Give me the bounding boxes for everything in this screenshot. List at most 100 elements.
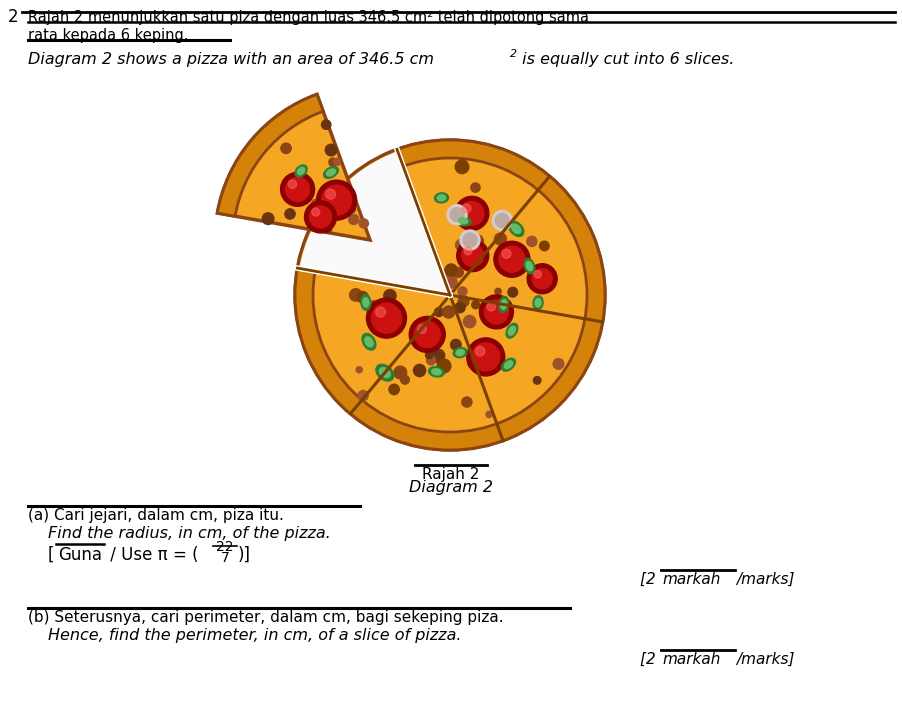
Circle shape [553, 359, 563, 369]
Text: [: [ [48, 546, 54, 564]
Circle shape [359, 219, 368, 228]
Ellipse shape [458, 218, 467, 224]
Circle shape [471, 301, 479, 309]
Circle shape [389, 384, 399, 395]
Circle shape [531, 268, 551, 289]
Circle shape [262, 213, 273, 225]
Circle shape [533, 377, 540, 384]
Circle shape [486, 303, 495, 311]
Text: Rajah 2: Rajah 2 [422, 467, 479, 482]
Circle shape [325, 144, 336, 156]
Circle shape [494, 289, 501, 294]
Circle shape [348, 214, 358, 224]
Wedge shape [217, 95, 323, 216]
Ellipse shape [364, 337, 373, 347]
Circle shape [449, 208, 464, 222]
Circle shape [456, 240, 488, 271]
Circle shape [463, 233, 476, 247]
Circle shape [485, 411, 492, 417]
Circle shape [471, 343, 499, 371]
Circle shape [502, 249, 511, 258]
Circle shape [355, 367, 362, 373]
Text: is equally cut into 6 slices.: is equally cut into 6 slices. [517, 52, 733, 67]
Circle shape [375, 301, 383, 309]
Text: (b) Seterusnya, cari perimeter, dalam cm, bagi sekeping piza.: (b) Seterusnya, cari perimeter, dalam cm… [28, 610, 503, 625]
Circle shape [445, 264, 456, 276]
Text: 2: 2 [8, 8, 19, 26]
Circle shape [450, 339, 461, 350]
Text: 2: 2 [510, 49, 517, 59]
Circle shape [426, 356, 435, 365]
Text: /marks]: /marks] [735, 572, 794, 587]
Circle shape [343, 193, 351, 201]
Circle shape [281, 173, 314, 206]
Circle shape [383, 289, 396, 302]
Circle shape [453, 268, 463, 277]
Ellipse shape [508, 221, 523, 236]
Circle shape [413, 364, 425, 377]
Circle shape [494, 213, 509, 228]
Ellipse shape [327, 169, 335, 176]
Circle shape [400, 375, 409, 384]
Ellipse shape [535, 299, 540, 307]
Circle shape [461, 245, 483, 266]
Ellipse shape [375, 364, 393, 381]
Ellipse shape [511, 224, 520, 233]
Circle shape [414, 321, 440, 347]
Text: /marks]: /marks] [735, 652, 794, 667]
Wedge shape [299, 151, 449, 295]
Circle shape [467, 360, 475, 367]
Text: / Use π = (: / Use π = ( [105, 546, 198, 564]
Wedge shape [295, 140, 604, 450]
Circle shape [321, 185, 351, 216]
Ellipse shape [500, 300, 506, 309]
Ellipse shape [361, 294, 371, 310]
Circle shape [442, 362, 449, 369]
Circle shape [466, 338, 504, 376]
Circle shape [462, 204, 471, 213]
Circle shape [288, 180, 297, 188]
Circle shape [304, 201, 336, 233]
Circle shape [317, 180, 356, 220]
Circle shape [328, 158, 336, 166]
Circle shape [409, 316, 445, 352]
Wedge shape [217, 95, 370, 240]
Circle shape [393, 366, 406, 379]
Circle shape [455, 196, 488, 231]
Circle shape [499, 246, 524, 272]
Circle shape [507, 287, 517, 297]
Circle shape [375, 307, 385, 317]
Ellipse shape [532, 296, 542, 310]
Circle shape [455, 160, 468, 173]
Circle shape [284, 209, 295, 219]
Circle shape [337, 208, 346, 218]
Text: Diagram 2: Diagram 2 [409, 480, 492, 495]
Text: Rajah 2 menunjukkan satu piza dengan luas 346.5 cm² telah dipotong sama: Rajah 2 menunjukkan satu piza dengan lua… [28, 10, 588, 25]
Circle shape [358, 390, 368, 401]
Ellipse shape [523, 258, 534, 274]
Wedge shape [295, 140, 604, 450]
Circle shape [321, 120, 330, 130]
Text: [2: [2 [640, 572, 660, 587]
Text: )]: )] [238, 546, 251, 564]
Circle shape [369, 301, 378, 309]
Ellipse shape [501, 358, 515, 371]
Circle shape [461, 397, 472, 407]
Circle shape [437, 359, 450, 373]
Circle shape [349, 289, 362, 301]
Circle shape [431, 349, 445, 362]
Ellipse shape [455, 216, 471, 226]
Circle shape [457, 296, 468, 306]
Text: Hence, find the perimeter, in cm, of a slice of pizza.: Hence, find the perimeter, in cm, of a s… [48, 628, 461, 643]
Circle shape [309, 206, 331, 228]
Circle shape [311, 200, 318, 206]
Circle shape [446, 205, 466, 225]
Circle shape [527, 263, 557, 294]
Ellipse shape [363, 298, 368, 307]
Circle shape [474, 347, 484, 356]
Circle shape [464, 247, 472, 255]
Text: markah: markah [661, 572, 720, 587]
Ellipse shape [505, 324, 517, 338]
Ellipse shape [295, 165, 307, 177]
Circle shape [533, 271, 541, 278]
